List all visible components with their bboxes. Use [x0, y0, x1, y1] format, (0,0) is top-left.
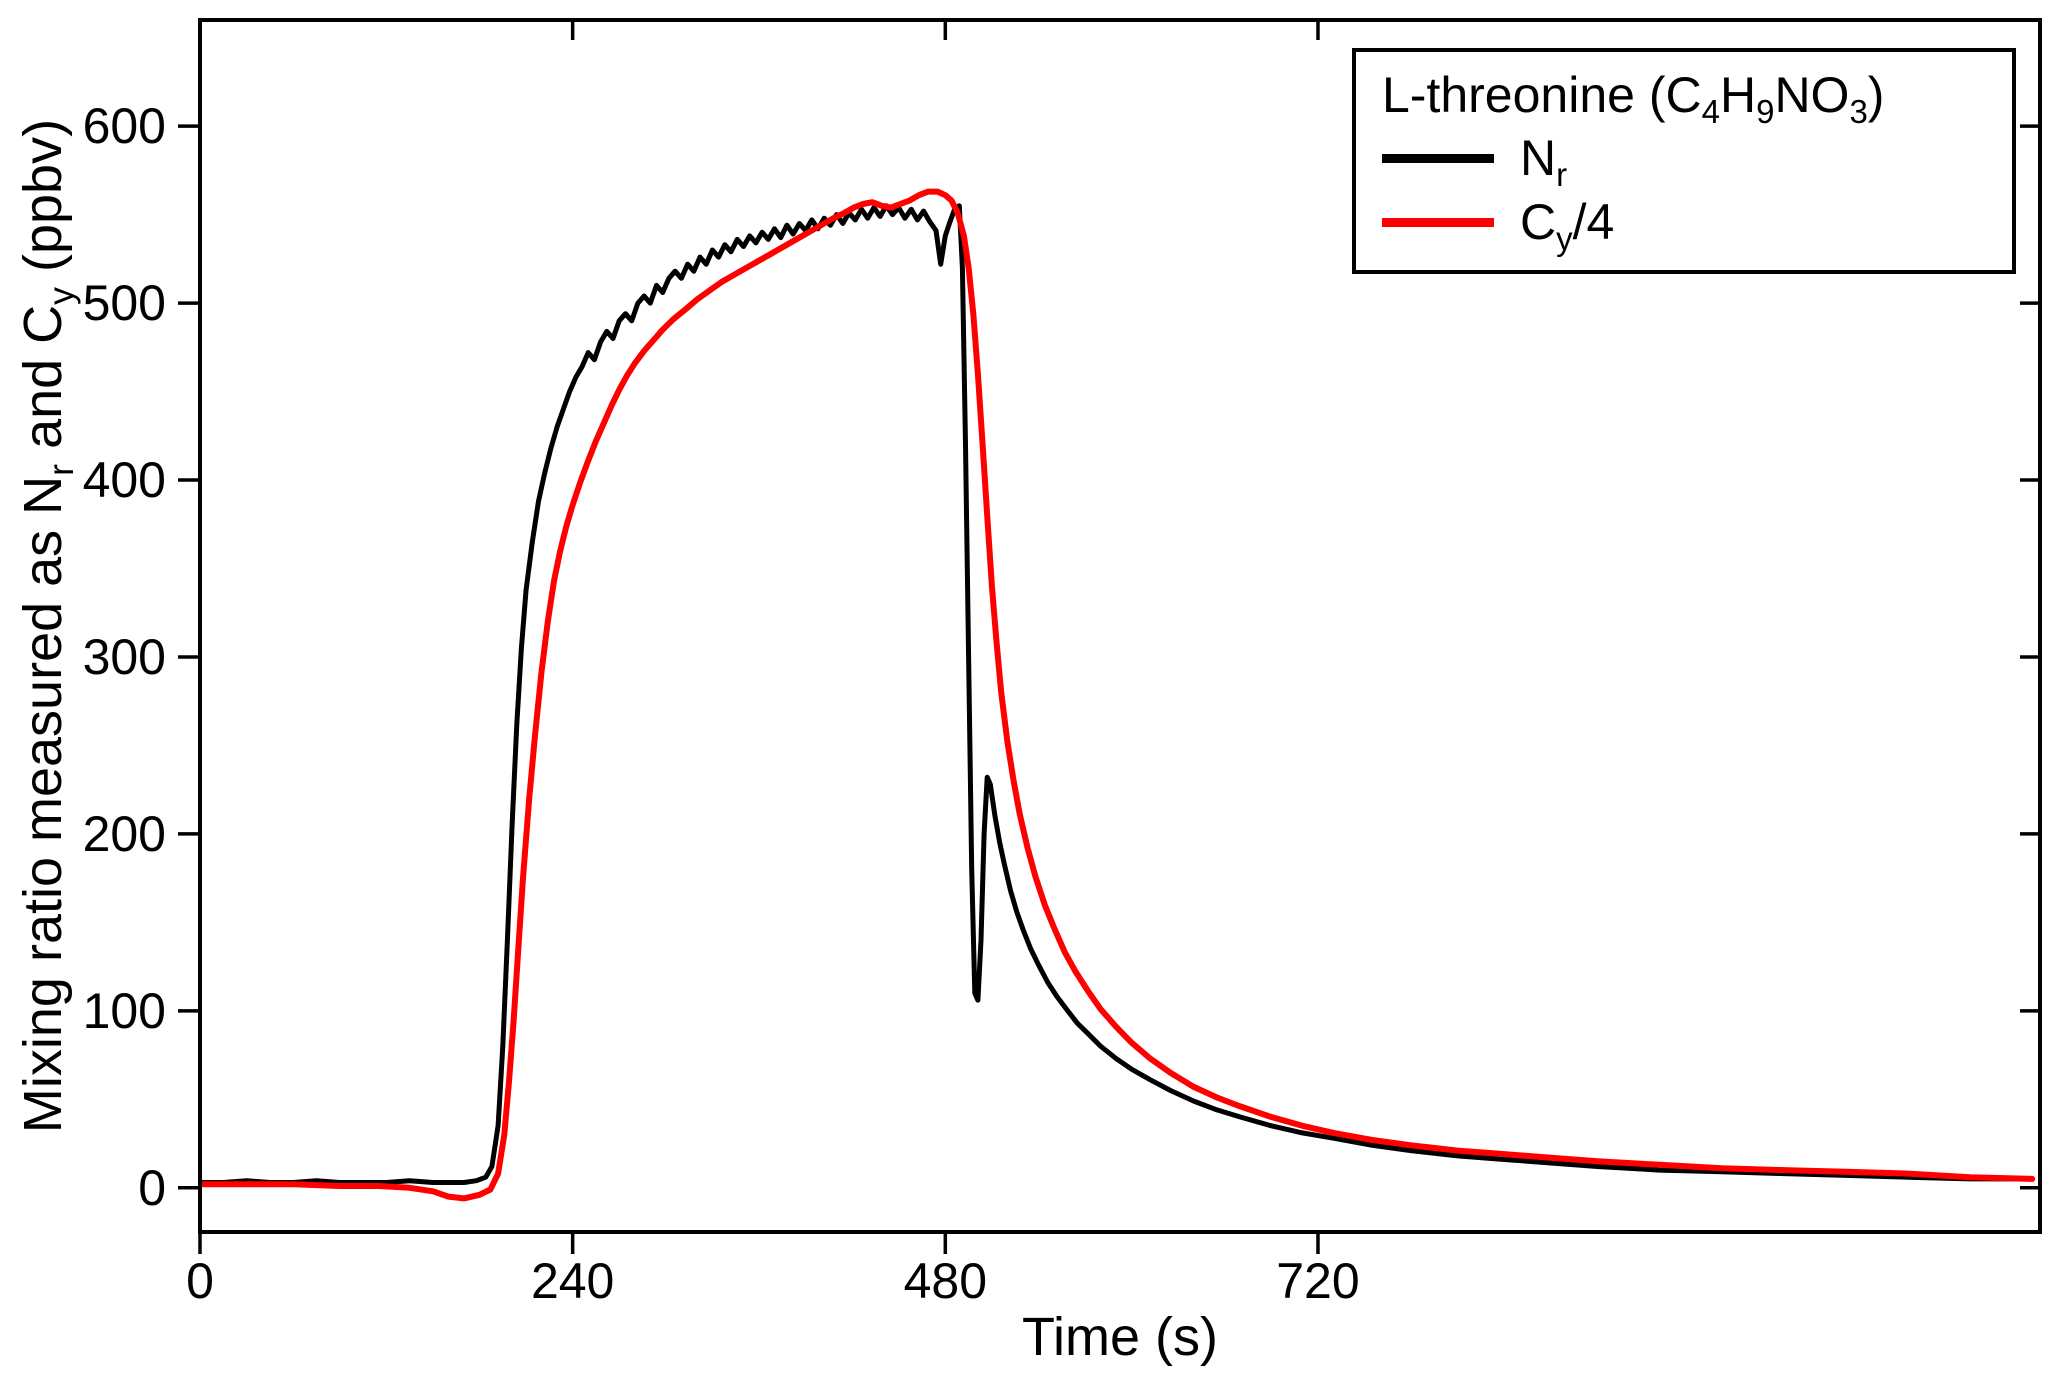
- subscript-text: y: [40, 287, 81, 305]
- series-line-cy-4: [200, 188, 2036, 1202]
- subscript-text: y: [1556, 220, 1573, 257]
- text-fragment: N: [1520, 130, 1557, 186]
- y-tick-label: 0: [138, 1160, 166, 1216]
- y-tick-label: 200: [83, 806, 166, 862]
- subscript-text: r: [1556, 156, 1568, 193]
- text-fragment: and C: [13, 304, 73, 464]
- y-tick-label: 300: [83, 629, 166, 685]
- subscript-text: 9: [1756, 93, 1775, 130]
- x-axis-title: Time (s): [1022, 1307, 1218, 1367]
- legend-entry-label: Nr: [1520, 126, 1568, 193]
- legend-title: L-threonine (C4H9NO3): [1382, 64, 1986, 128]
- tick-labels: 0 240 480 720 0 100 200 300 400 500 600: [83, 98, 1360, 1309]
- x-tick-label: 720: [1276, 1253, 1359, 1309]
- y-tick-label: 600: [83, 98, 166, 154]
- x-tick-label: 0: [186, 1253, 214, 1309]
- y-tick-label: 400: [83, 452, 166, 508]
- y-axis-title: Mixing ratio measured as Nr and Cy (ppbv…: [12, 20, 81, 1232]
- x-tick-label: 480: [904, 1253, 987, 1309]
- text-fragment: NO: [1774, 67, 1850, 123]
- text-fragment: Mixing ratio measured as N: [13, 475, 73, 1134]
- legend-entry-label: Cy/4: [1520, 190, 1615, 257]
- y-tick-label: 500: [83, 275, 166, 331]
- x-tick-label: 240: [531, 1253, 614, 1309]
- legend-line-sample: [1382, 217, 1494, 227]
- text-fragment: (ppbv): [13, 118, 73, 288]
- legend: L-threonine (C4H9NO3) Nr Cy/4: [1352, 48, 2016, 274]
- plot-area: [200, 188, 2036, 1202]
- text-fragment: H: [1719, 67, 1757, 123]
- y-tick-label: 100: [83, 983, 166, 1039]
- axis-ticks: [178, 20, 2040, 1254]
- text-fragment: L-threonine (C: [1382, 67, 1702, 123]
- legend-entry-cy-4: Cy/4: [1382, 190, 1986, 257]
- plot-frame: [198, 18, 2042, 1234]
- legend-entry-nr: Nr: [1382, 126, 1986, 193]
- text-fragment: ): [1867, 67, 1885, 123]
- subscript-text: 4: [1701, 93, 1720, 130]
- series-line-nr: [200, 203, 2035, 1185]
- text-fragment: /4: [1572, 194, 1615, 250]
- legend-line-sample: [1382, 153, 1494, 163]
- subscript-text: 3: [1849, 93, 1868, 130]
- text-fragment: C: [1520, 194, 1557, 250]
- subscript-text: r: [40, 463, 81, 476]
